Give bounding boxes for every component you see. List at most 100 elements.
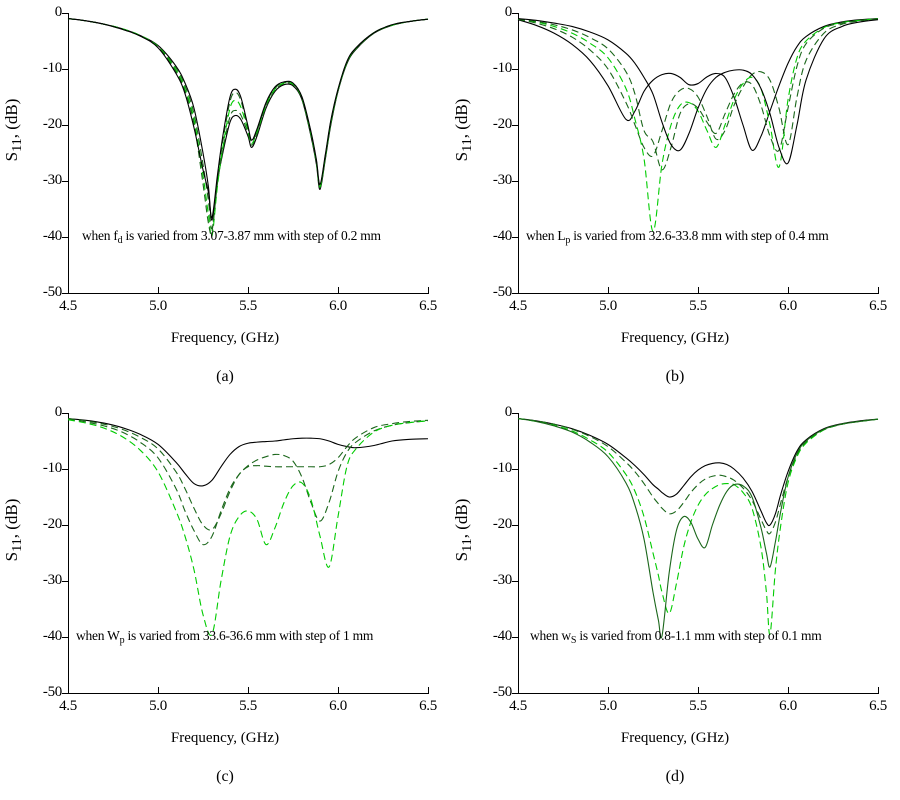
x-tick-mark (338, 687, 339, 694)
y-tick-mark (62, 69, 69, 70)
y-title-sub: 11 (458, 138, 475, 152)
annot-sub: p (565, 234, 571, 246)
x-tick-mark (68, 687, 69, 694)
curve-ws-0-9-mm (517, 418, 879, 535)
x-tick-label: 5.0 (599, 698, 617, 714)
panel-c-curves (67, 418, 429, 636)
panel-a-y-axis (68, 13, 69, 294)
y-tick-mark (62, 413, 69, 414)
x-tick-mark (788, 287, 789, 294)
panel-b-annotation: when Lp is varied from 32.6-33.8 mm with… (526, 228, 829, 246)
annot-post: is varied from 3.07-3.87 mm with step of… (122, 228, 381, 243)
x-tick-mark (428, 687, 429, 694)
y-title-sub: 11 (458, 538, 475, 552)
x-tick-mark (698, 287, 699, 294)
annot-pre: when w (530, 628, 571, 643)
panel-a: 0 -10 -20 -30 -40 -50 S11, (dB) Frequency, (G… (0, 0, 450, 400)
x-tick-mark (158, 687, 159, 694)
y-tick-mark (512, 413, 519, 414)
x-tick-label: 4.5 (509, 698, 527, 714)
y-tick-label: -40 (492, 228, 512, 244)
panel-d-curves (517, 418, 879, 639)
x-tick-label: 6.5 (869, 298, 887, 314)
panel-a-y-axis-title: S11, (dB) (2, 40, 25, 220)
y-tick-label: -20 (492, 516, 512, 532)
y-tick-label: -30 (42, 172, 62, 188)
x-tick-label: 5.0 (149, 298, 167, 314)
y-title-main: S (2, 551, 21, 562)
x-tick-label: 6.5 (419, 298, 437, 314)
x-tick-mark (878, 687, 879, 694)
y-tick-label: -50 (492, 684, 512, 700)
y-title-main: S (2, 151, 21, 162)
annot-sub: S (570, 634, 577, 646)
panel-d-plot-area (517, 413, 879, 693)
x-tick-mark (248, 687, 249, 694)
y-tick-mark (512, 181, 519, 182)
x-tick-label: 5.0 (149, 698, 167, 714)
y-tick-mark (62, 469, 69, 470)
panel-d: 0 -10 -20 -30 -40 -50 S11, (dB) Frequency, (G… (450, 400, 900, 800)
y-tick-label: -40 (42, 628, 62, 644)
curve-ws-1-1-mm (517, 418, 879, 639)
panel-d-y-ticks: 0 -10 -20 -30 -40 -50 (462, 405, 512, 700)
x-tick-mark (608, 687, 609, 694)
y-tick-mark (62, 125, 69, 126)
y-tick-label: 0 (54, 4, 63, 20)
curve-fd-3-27-mm (67, 18, 429, 230)
x-tick-mark (608, 287, 609, 294)
panel-b-y-ticks: 0 -10 -20 -30 -40 -50 (462, 5, 512, 300)
panel-a-letter: (a) (216, 368, 234, 385)
curve-lp-33-2-mm (517, 18, 879, 232)
panel-d-y-axis (518, 413, 519, 694)
curve-fd-3-07-mm (67, 18, 429, 221)
x-tick-label: 6.0 (779, 698, 797, 714)
y-tick-label: -30 (42, 572, 62, 588)
x-tick-mark (158, 287, 159, 294)
x-tick-mark (518, 287, 519, 294)
annot-pre: when W (76, 628, 120, 643)
y-tick-mark (62, 693, 69, 694)
x-tick-label: 6.0 (329, 298, 347, 314)
x-tick-mark (878, 287, 879, 294)
y-tick-label: 0 (54, 404, 63, 420)
y-tick-label: -30 (492, 572, 512, 588)
panel-b-x-axis-title: Frequency, (GHz) (620, 330, 730, 346)
x-tick-label: 6.0 (779, 298, 797, 314)
curve-lp-33-8-mm (517, 18, 879, 165)
curve-wp-36-6-mm (67, 419, 429, 636)
curve-wp-35-6-mm (67, 418, 429, 546)
annot-post: is varied from 32.6-33.8 mm with step of… (570, 228, 829, 243)
y-tick-mark (62, 637, 69, 638)
panel-c-y-axis-title: S11, (dB) (2, 440, 25, 620)
x-tick-label: 5.5 (689, 698, 707, 714)
x-tick-label: 5.0 (599, 298, 617, 314)
y-tick-mark (512, 637, 519, 638)
panel-b-curves (517, 18, 879, 232)
panel-c: 0 -10 -20 -30 -40 -50 S11, (dB) Frequency, (G… (0, 400, 450, 800)
y-tick-mark (512, 293, 519, 294)
x-tick-mark (428, 287, 429, 294)
x-tick-mark (248, 287, 249, 294)
curve-wp-34-6-mm (67, 418, 429, 531)
x-tick-mark (518, 687, 519, 694)
y-tick-mark (62, 525, 69, 526)
panel-a-y-ticks: 0 -10 -20 -30 -40 -50 (12, 5, 62, 300)
curve-lp-32-6-mm (517, 18, 879, 151)
y-tick-mark (512, 581, 519, 582)
y-tick-mark (512, 69, 519, 70)
panel-b-letter: (b) (665, 368, 685, 385)
x-tick-mark (338, 287, 339, 294)
y-tick-label: -30 (492, 172, 512, 188)
y-tick-label: 0 (504, 404, 513, 420)
y-tick-mark (512, 125, 519, 126)
x-tick-label: 4.5 (509, 298, 527, 314)
y-title-main: S (452, 551, 471, 562)
curve-lp-33-4-mm (517, 18, 879, 171)
y-tick-label: -10 (492, 460, 512, 476)
y-tick-mark (62, 237, 69, 238)
curve-ws-0-8-mm (517, 418, 879, 527)
y-tick-mark (512, 693, 519, 694)
panel-d-y-axis-title: S11, (dB) (452, 440, 475, 620)
